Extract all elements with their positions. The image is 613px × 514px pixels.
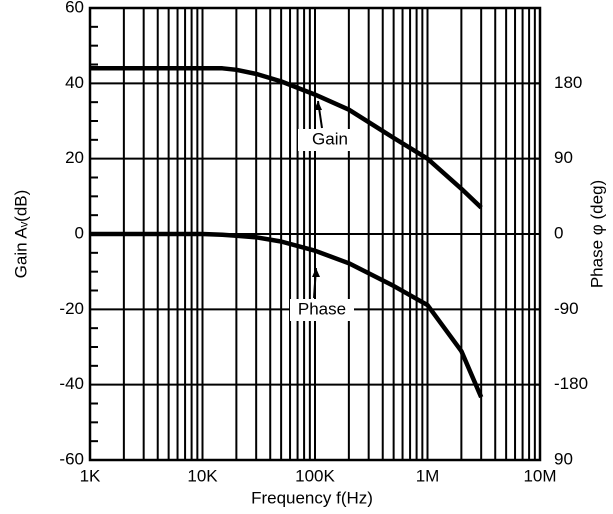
annotation: Gain xyxy=(312,129,348,148)
y-axis-label: Gain Aᵥ(dB) xyxy=(11,190,30,279)
x-tick-label: 1K xyxy=(80,466,101,485)
y2-tick-label: 0 xyxy=(554,223,563,242)
x-tick-label: 10M xyxy=(523,466,556,485)
y-tick-label: 20 xyxy=(65,148,84,167)
x-tick-label: 1M xyxy=(416,466,440,485)
y2-tick-label: 90 xyxy=(554,449,573,468)
y-tick-label: -40 xyxy=(59,374,84,393)
y2-tick-label: 180 xyxy=(554,73,582,92)
series-line xyxy=(90,66,483,210)
annotation-arrowhead xyxy=(314,101,322,110)
annotation-arrowhead xyxy=(312,268,320,277)
y-tick-label: 0 xyxy=(75,223,84,242)
y-tick-label: -20 xyxy=(59,299,84,318)
annotation: Phase xyxy=(298,299,346,318)
y2-tick-label: 90 xyxy=(554,148,573,167)
x-tick-label: 100K xyxy=(295,466,335,485)
y-tick-label: -60 xyxy=(59,449,84,468)
y2-axis-label: Phase φ (deg) xyxy=(587,180,606,288)
series-line xyxy=(90,231,484,399)
annotation-box xyxy=(298,129,362,151)
x-tick-label: 10K xyxy=(187,466,218,485)
y2-tick-label: -90 xyxy=(554,299,579,318)
y2-tick-label: -180 xyxy=(554,374,588,393)
y-tick-label: 40 xyxy=(65,73,84,92)
x-axis-label: Frequency f(Hz) xyxy=(251,488,373,507)
y-tick-label: 60 xyxy=(65,0,84,16)
annotation-box xyxy=(290,299,354,321)
